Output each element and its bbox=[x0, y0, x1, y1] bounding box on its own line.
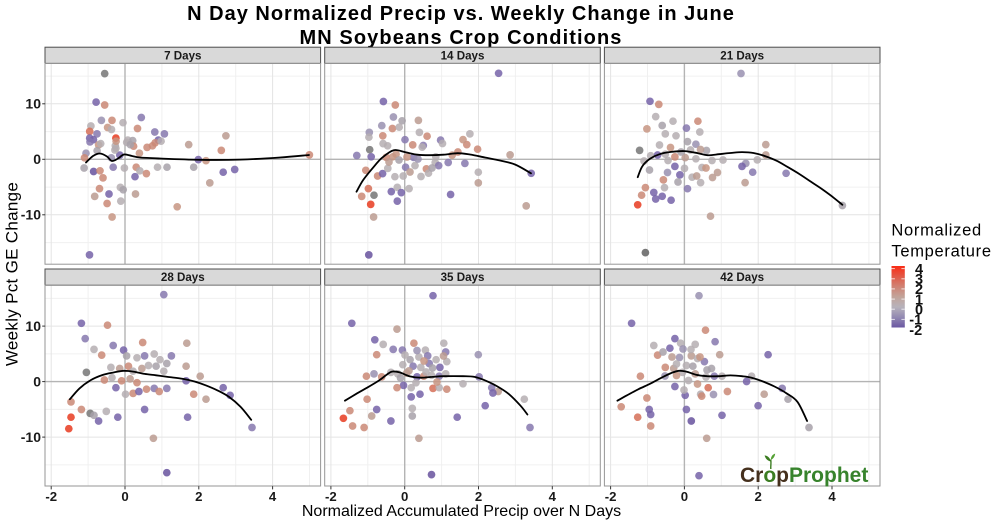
svg-text:0: 0 bbox=[915, 302, 923, 318]
svg-text:1: 1 bbox=[915, 292, 923, 308]
svg-text:CropProphet: CropProphet bbox=[740, 464, 868, 487]
svg-text:2: 2 bbox=[755, 489, 762, 504]
svg-text:N Day Normalized Precip vs. We: N Day Normalized Precip vs. Weekly Chang… bbox=[187, 3, 735, 25]
svg-text:4: 4 bbox=[828, 489, 836, 504]
svg-text:7 Days: 7 Days bbox=[164, 49, 201, 62]
svg-text:3: 3 bbox=[915, 272, 923, 288]
svg-text:Normalized: Normalized bbox=[891, 222, 981, 240]
svg-text:28 Days: 28 Days bbox=[161, 271, 205, 284]
svg-text:10: 10 bbox=[25, 318, 41, 334]
svg-text:0: 0 bbox=[681, 489, 688, 504]
svg-text:0: 0 bbox=[33, 151, 41, 167]
svg-text:35 Days: 35 Days bbox=[441, 271, 485, 284]
svg-text:-10: -10 bbox=[21, 429, 41, 445]
svg-text:Temperature: Temperature bbox=[891, 243, 991, 261]
svg-text:-2: -2 bbox=[325, 489, 337, 504]
svg-text:2: 2 bbox=[915, 282, 923, 298]
svg-text:MN Soybeans Crop Conditions: MN Soybeans Crop Conditions bbox=[299, 27, 622, 49]
svg-text:Weekly Pct GE Change: Weekly Pct GE Change bbox=[2, 182, 21, 366]
svg-text:Normalized Accumulated Precip: Normalized Accumulated Precip over N Day… bbox=[302, 503, 621, 520]
svg-text:0: 0 bbox=[121, 489, 128, 504]
svg-text:0: 0 bbox=[401, 489, 408, 504]
svg-text:4: 4 bbox=[915, 262, 923, 278]
svg-text:-2: -2 bbox=[605, 489, 617, 504]
svg-text:42 Days: 42 Days bbox=[720, 271, 764, 284]
svg-text:-10: -10 bbox=[21, 207, 41, 223]
svg-text:0: 0 bbox=[33, 373, 41, 389]
svg-text:-1: -1 bbox=[909, 313, 922, 329]
svg-text:4: 4 bbox=[549, 489, 557, 504]
svg-text:-2: -2 bbox=[909, 323, 922, 339]
svg-text:10: 10 bbox=[25, 96, 41, 112]
svg-text:21 Days: 21 Days bbox=[720, 49, 764, 62]
svg-text:14 Days: 14 Days bbox=[441, 49, 485, 62]
svg-text:2: 2 bbox=[475, 489, 482, 504]
svg-text:4: 4 bbox=[269, 489, 277, 504]
svg-text:2: 2 bbox=[195, 489, 202, 504]
svg-text:-2: -2 bbox=[45, 489, 57, 504]
